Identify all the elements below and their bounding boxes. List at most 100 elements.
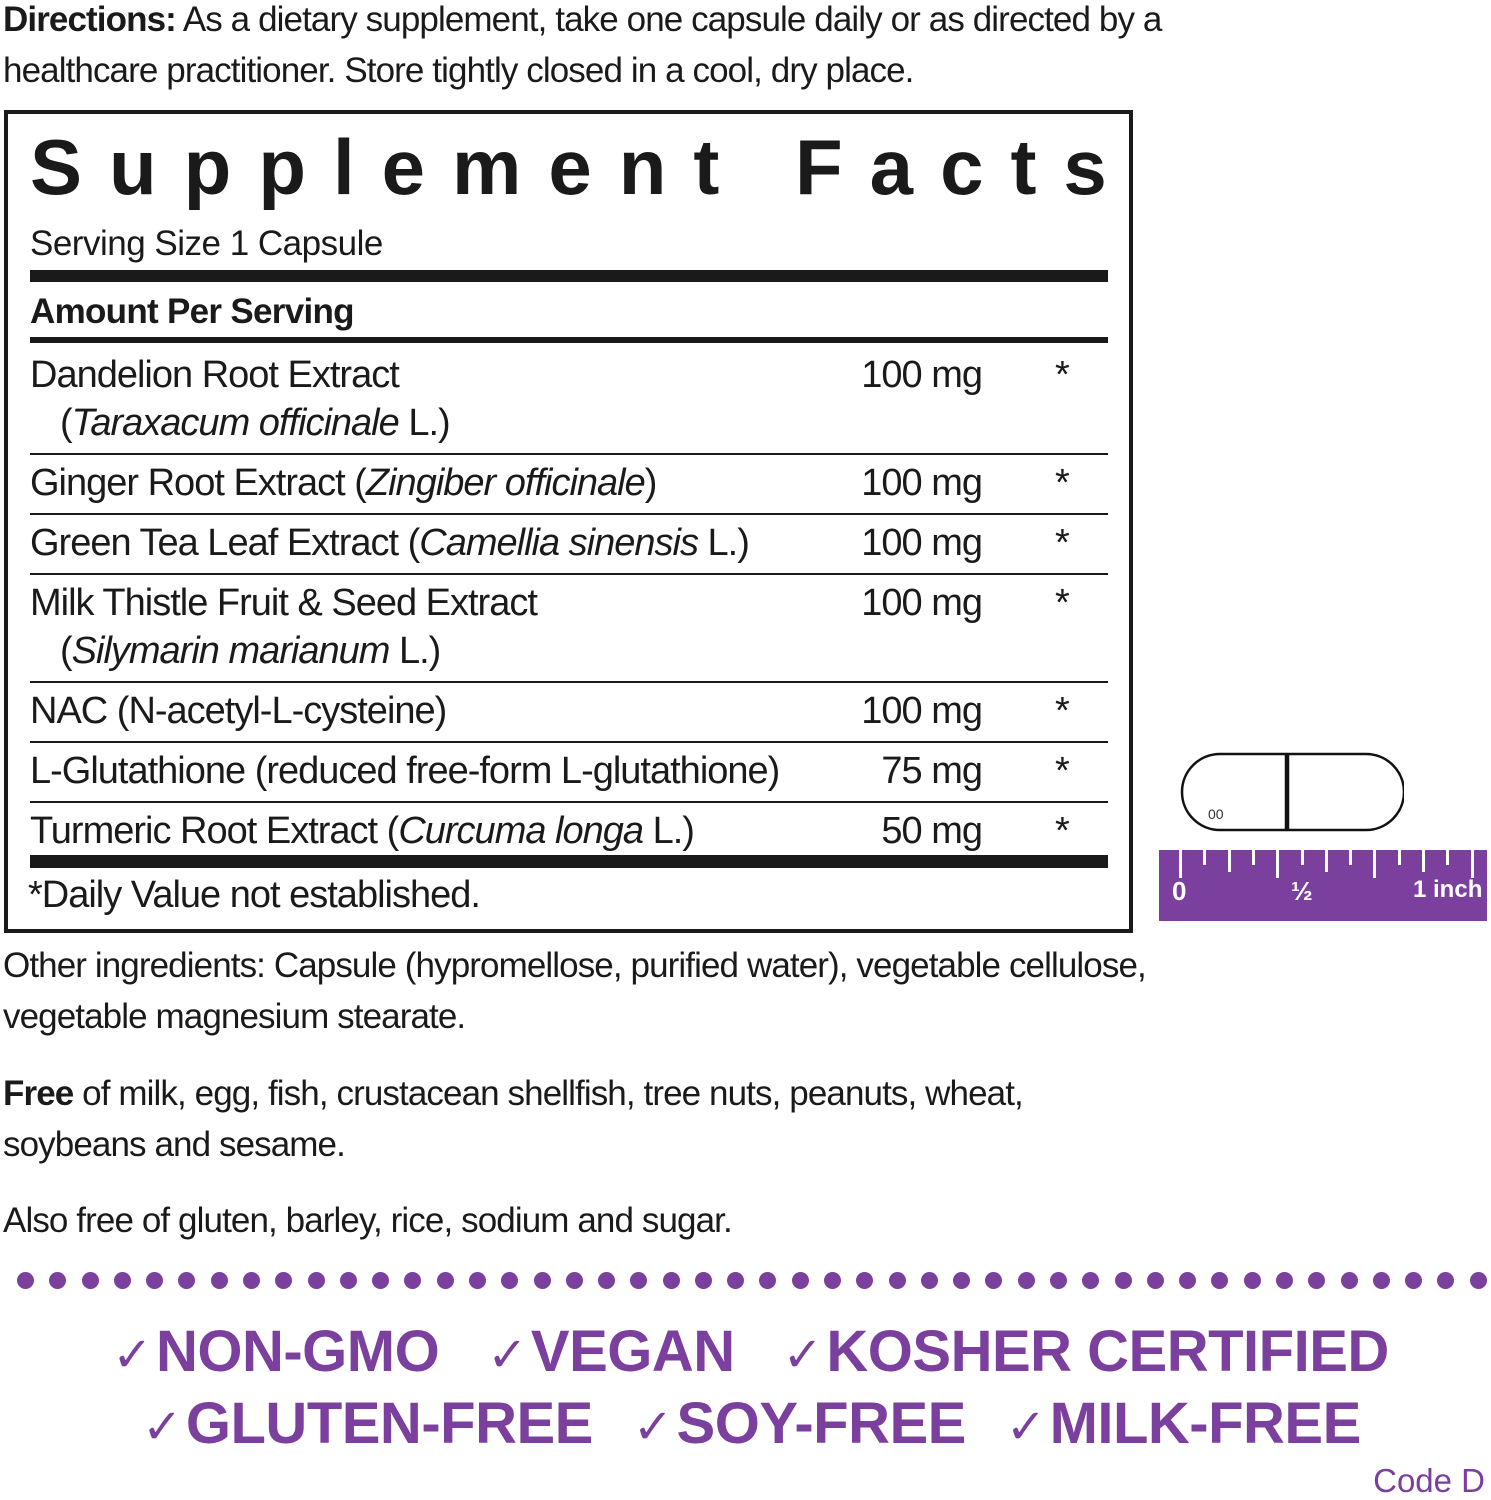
latin-open: (	[354, 462, 367, 504]
ingredient-name: NAC (N-acetyl-L-cysteine)	[30, 690, 447, 732]
divider-dot	[113, 1272, 131, 1289]
divider-dot	[81, 1272, 99, 1289]
divider-dot	[372, 1272, 390, 1289]
divider-dot	[985, 1272, 1003, 1289]
divider-dot	[242, 1272, 260, 1289]
check-icon: ✓	[632, 1401, 673, 1454]
divider-dot	[1017, 1272, 1035, 1289]
divider-dot	[1243, 1272, 1261, 1289]
ingredient-amount: 100 mg	[861, 690, 983, 732]
divider-dot	[339, 1272, 357, 1289]
divider-dot	[791, 1272, 809, 1289]
ingredient-latin: (Silymarin marianum L.)	[30, 627, 1108, 675]
ingredient-name: L-Glutathione (reduced free-form L-gluta…	[30, 750, 780, 792]
daily-value-marker: *	[1055, 522, 1070, 564]
divider-dot	[210, 1272, 228, 1289]
ruler-tick	[1446, 850, 1450, 865]
badge-label: VEGAN	[530, 1319, 735, 1384]
divider-dot	[533, 1272, 551, 1289]
ruler-label-half: ½	[1291, 876, 1313, 906]
latin-close: L.)	[389, 630, 441, 672]
divider-dot	[662, 1272, 680, 1289]
divider-dot	[1179, 1272, 1197, 1289]
capsule-size-label: 00	[1208, 806, 1224, 822]
ingredient-row: Green Tea Leaf Extract (Camellia sinensi…	[30, 515, 1108, 575]
medium-divider	[30, 337, 1108, 343]
ingredient-name: Dandelion Root Extract	[30, 354, 400, 396]
daily-value-marker: *	[1055, 354, 1070, 396]
ingredient-name: Green Tea Leaf Extract	[30, 522, 408, 564]
divider-dot	[404, 1272, 422, 1289]
product-code: Code D	[1373, 1462, 1485, 1499]
latin-name: Zingiber officinale	[365, 462, 646, 504]
latin-close: L.)	[643, 810, 695, 852]
ingredient-amount: 100 mg	[861, 582, 983, 624]
divider-dot	[1146, 1272, 1164, 1289]
divider-dot	[1082, 1272, 1100, 1289]
allergen-free-statement: Free of milk, egg, fish, crustacean shel…	[3, 1068, 1163, 1170]
latin-close: L.)	[697, 522, 750, 564]
divider-dot	[49, 1272, 67, 1289]
divider-dot	[501, 1272, 519, 1289]
divider-dot	[1437, 1272, 1455, 1289]
ruler-scale: 0 ½ 1 inch	[1159, 850, 1487, 921]
ingredient-table: Dandelion Root Extract (Taraxacum officin…	[30, 347, 1108, 861]
ingredient-amount: 100 mg	[861, 354, 983, 396]
divider-dot	[1469, 1272, 1487, 1289]
divider-dot	[1340, 1272, 1358, 1289]
badge-label: MILK-FREE	[1049, 1391, 1362, 1456]
ingredient-row: Milk Thistle Fruit & Seed Extract (Silyma…	[30, 575, 1108, 683]
badge-label: SOY-FREE	[676, 1391, 967, 1456]
latin-open: (	[407, 522, 421, 564]
divider-dot	[694, 1272, 712, 1289]
divider-dot	[1372, 1272, 1390, 1289]
ingredient-name: Milk Thistle Fruit & Seed Extract	[30, 582, 538, 624]
divider-dot	[1114, 1272, 1132, 1289]
amount-per-serving-heading: Amount Per Serving	[30, 292, 355, 331]
ruler-label-inch: 1 inch	[1413, 876, 1483, 903]
divider-dot	[275, 1272, 293, 1289]
thick-divider	[30, 855, 1108, 868]
divider-dot	[598, 1272, 616, 1289]
other-ingredients: Other ingredients: Capsule (hypromellose…	[3, 946, 1147, 1036]
ruler-tick	[1470, 850, 1474, 878]
ingredient-amount: 100 mg	[861, 522, 983, 564]
thick-divider	[30, 270, 1108, 282]
divider-dot	[920, 1272, 938, 1289]
latin-name: Silymarin marianum	[71, 630, 391, 672]
ruler-tick	[1373, 850, 1377, 878]
check-icon: ✓	[782, 1329, 823, 1382]
daily-value-marker: *	[1055, 690, 1070, 732]
divider-dot	[565, 1272, 583, 1289]
serving-size: Serving Size 1 Capsule	[30, 224, 383, 263]
ingredient-row: Dandelion Root Extract (Taraxacum officin…	[30, 347, 1108, 455]
divider-dot	[1050, 1272, 1067, 1289]
supplement-facts-panel: Supplement Facts Serving Size 1 Capsule …	[4, 110, 1133, 933]
divider-dot	[178, 1272, 196, 1289]
latin-name: Curcuma longa	[398, 810, 644, 852]
divider-dot	[1308, 1272, 1326, 1289]
ruler-tick	[1349, 850, 1353, 865]
daily-value-marker: *	[1055, 462, 1070, 504]
divider-dot	[824, 1272, 842, 1289]
also-free-statement: Also free of gluten, barley, rice, sodiu…	[3, 1201, 733, 1240]
certification-badge: ✓GLUTEN-FREE	[142, 1390, 593, 1457]
dotted-divider	[17, 1272, 1487, 1289]
divider-dot	[468, 1272, 486, 1289]
check-icon: ✓	[1005, 1401, 1046, 1454]
divider-dot	[888, 1272, 906, 1289]
check-icon: ✓	[142, 1401, 182, 1454]
ruler-label-zero: 0	[1172, 876, 1187, 906]
divider-dot	[17, 1272, 34, 1289]
latin-open: (	[386, 810, 400, 852]
daily-value-marker: *	[1055, 750, 1070, 792]
ruler-tick	[1324, 850, 1328, 872]
divider-dot	[1275, 1272, 1293, 1289]
badge-label: KOSHER CERTIFIED	[826, 1319, 1389, 1384]
ingredient-name: Turmeric Root Extract	[30, 810, 387, 852]
ruler-tick	[1300, 850, 1304, 865]
divider-dot	[146, 1272, 164, 1289]
latin-open: (	[60, 630, 73, 672]
certification-badges-row-2: ✓GLUTEN-FREE ✓SOY-FREE ✓MILK-FREE	[6, 1390, 1491, 1457]
divider-dot	[1211, 1272, 1229, 1289]
